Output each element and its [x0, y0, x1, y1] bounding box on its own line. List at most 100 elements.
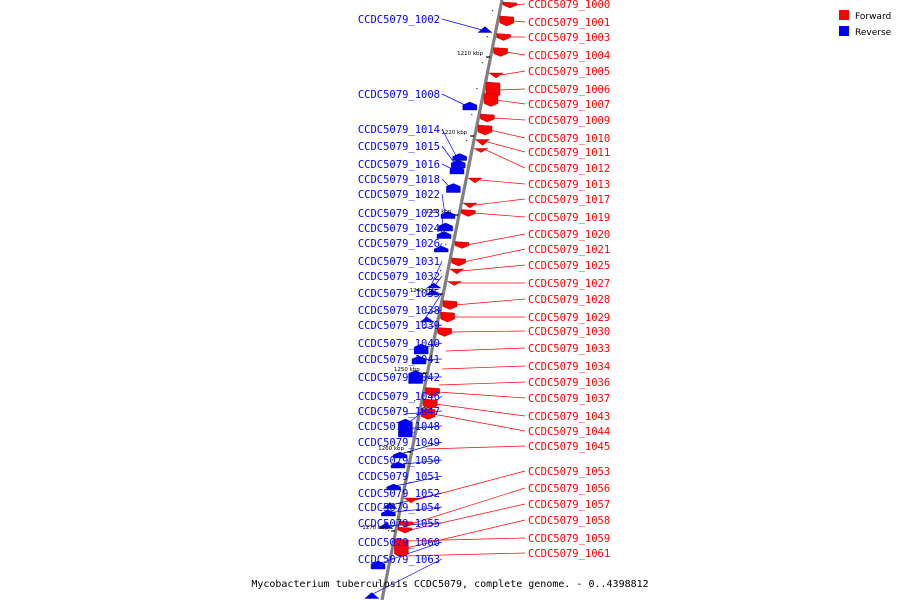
tick-label: 1220 kbp: [441, 130, 467, 136]
gene-label-reverse[interactable]: CCDC5079_1052: [358, 488, 440, 500]
gene-label-reverse[interactable]: CCDC5079_1047: [358, 406, 440, 418]
gene-label-forward[interactable]: CCDC5079_1019: [528, 212, 610, 224]
gene-label-reverse[interactable]: CCDC5079_1031: [358, 256, 440, 268]
leader-reverse-28: [368, 558, 443, 597]
minor-mark: [377, 582, 379, 584]
gene-reverse-17: [408, 370, 423, 384]
leader-forward-14: [466, 233, 526, 246]
genome-title: Mycobacterium tuberculosis CCDC5079, com…: [251, 579, 648, 590]
gene-label-reverse[interactable]: CCDC5079_1022: [358, 189, 440, 201]
gene-forward-15: [451, 257, 466, 267]
gene-label-forward[interactable]: CCDC5079_1027: [528, 278, 610, 290]
minor-mark: [398, 478, 400, 480]
gene-forward-18: [442, 300, 458, 310]
gene-label-reverse[interactable]: CCDC5079_1049: [358, 437, 440, 449]
gene-label-forward[interactable]: CCDC5079_1021: [528, 244, 610, 256]
gene-forward-12: [462, 202, 478, 209]
gene-label-forward[interactable]: CCDC5079_1025: [528, 260, 610, 272]
gene-label-forward[interactable]: CCDC5079_1010: [528, 133, 610, 145]
gene-label-reverse[interactable]: CCDC5079_1002: [358, 14, 440, 26]
gene-label-reverse[interactable]: CCDC5079_1055: [358, 518, 440, 530]
gene-forward-7: [480, 113, 495, 123]
gene-forward-4: [488, 72, 504, 79]
gene-label-reverse[interactable]: CCDC5079_1024: [358, 223, 440, 235]
legend-reverse-label: Reverse: [855, 28, 892, 38]
leader-reverse-3: [441, 145, 456, 165]
gene-label-forward[interactable]: CCDC5079_1004: [528, 50, 610, 62]
legend-reverse-swatch: [839, 26, 849, 36]
gene-forward-11: [467, 177, 483, 184]
leader-reverse-1: [441, 93, 467, 107]
gene-forward-8: [477, 124, 493, 136]
gene-label-forward[interactable]: CCDC5079_1044: [528, 426, 610, 438]
gene-label-reverse[interactable]: CCDC5079_1063: [358, 554, 440, 566]
gene-label-reverse[interactable]: CCDC5079_1035: [358, 288, 440, 300]
gene-label-reverse[interactable]: CCDC5079_1054: [358, 502, 440, 514]
gene-label-forward[interactable]: CCDC5079_1000: [528, 0, 610, 11]
leader-reverse-13: [425, 309, 443, 314]
gene-label-reverse[interactable]: CCDC5079_1032: [358, 271, 440, 283]
minor-mark: [492, 10, 494, 12]
gene-label-reverse[interactable]: CCDC5079_1016: [358, 159, 440, 171]
gene-label-forward[interactable]: CCDC5079_1020: [528, 229, 610, 241]
gene-label-forward[interactable]: CCDC5079_1058: [528, 515, 610, 527]
gene-label-reverse[interactable]: CCDC5079_1038: [358, 305, 440, 317]
gene-label-reverse[interactable]: CCDC5079_1026: [358, 238, 440, 250]
gene-label-forward[interactable]: CCDC5079_1007: [528, 99, 610, 111]
gene-label-forward[interactable]: CCDC5079_1003: [528, 32, 610, 44]
gene-forward-17: [446, 281, 463, 286]
gene-label-reverse[interactable]: CCDC5079_1050: [358, 455, 440, 467]
gene-label-forward[interactable]: CCDC5079_1013: [528, 179, 610, 191]
gene-label-forward[interactable]: CCDC5079_1059: [528, 533, 610, 545]
gene-label-forward[interactable]: CCDC5079_1009: [528, 115, 610, 127]
leader-forward-27: [426, 445, 526, 450]
gene-label-forward[interactable]: CCDC5079_1017: [528, 194, 610, 206]
gene-label-forward[interactable]: CCDC5079_1033: [528, 343, 610, 355]
gene-label-reverse[interactable]: CCDC5079_1014: [358, 124, 440, 136]
gene-reverse-16: [411, 355, 427, 365]
gene-reverse-23: [386, 483, 401, 491]
gene-label-forward[interactable]: CCDC5079_1030: [528, 326, 610, 338]
gene-reverse-5: [446, 183, 461, 193]
tick-label: 1250 kbp: [394, 367, 420, 373]
gene-reverse-6: [440, 211, 456, 219]
gene-label-forward[interactable]: CCDC5079_1028: [528, 294, 610, 306]
gene-label-reverse[interactable]: CCDC5079_1008: [358, 89, 440, 101]
gene-label-forward[interactable]: CCDC5079_1029: [528, 312, 610, 324]
gene-forward-6: [483, 93, 499, 107]
gene-label-forward[interactable]: CCDC5079_1057: [528, 499, 610, 511]
gene-label-forward[interactable]: CCDC5079_1043: [528, 411, 610, 423]
gene-label-reverse[interactable]: CCDC5079_1040: [358, 338, 440, 350]
gene-label-forward[interactable]: CCDC5079_1006: [528, 84, 610, 96]
gene-label-reverse[interactable]: CCDC5079_1023: [358, 208, 440, 220]
gene-label-forward[interactable]: CCDC5079_1036: [528, 377, 610, 389]
gene-label-reverse[interactable]: CCDC5079_1039: [358, 320, 440, 332]
gene-label-forward[interactable]: CCDC5079_1061: [528, 548, 610, 560]
gene-forward-3: [493, 47, 508, 57]
gene-label-forward[interactable]: CCDC5079_1037: [528, 393, 610, 405]
legend-forward-label: Forward: [855, 12, 891, 22]
leader-forward-25: [435, 403, 526, 417]
gene-label-reverse[interactable]: CCDC5079_1048: [358, 421, 440, 433]
gene-label-forward[interactable]: CCDC5079_1053: [528, 466, 610, 478]
minor-mark: [440, 270, 442, 272]
minor-mark: [434, 296, 436, 298]
gene-label-forward[interactable]: CCDC5079_1012: [528, 163, 610, 175]
gene-label-reverse[interactable]: CCDC5079_1015: [358, 141, 440, 153]
gene-label-forward[interactable]: CCDC5079_1011: [528, 147, 610, 159]
gene-label-forward[interactable]: CCDC5079_1045: [528, 441, 610, 453]
leader-forward-11: [479, 179, 526, 185]
tick-label: 1260 kbp: [378, 446, 404, 452]
gene-label-reverse[interactable]: CCDC5079_1060: [358, 537, 440, 549]
gene-label-forward[interactable]: CCDC5079_1005: [528, 66, 610, 78]
gene-label-forward[interactable]: CCDC5079_1056: [528, 483, 610, 495]
gene-label-reverse[interactable]: CCDC5079_1041: [358, 354, 440, 366]
gene-forward-31: [394, 538, 409, 558]
gene-label-forward[interactable]: CCDC5079_1001: [528, 17, 610, 29]
gene-label-reverse[interactable]: CCDC5079_1046: [358, 391, 440, 403]
gene-label-forward[interactable]: CCDC5079_1034: [528, 361, 610, 373]
leader-reverse-14: [422, 324, 443, 329]
gene-label-reverse[interactable]: CCDC5079_1042: [358, 372, 440, 384]
gene-label-reverse[interactable]: CCDC5079_1018: [358, 174, 440, 186]
gene-label-reverse[interactable]: CCDC5079_1051: [358, 471, 440, 483]
